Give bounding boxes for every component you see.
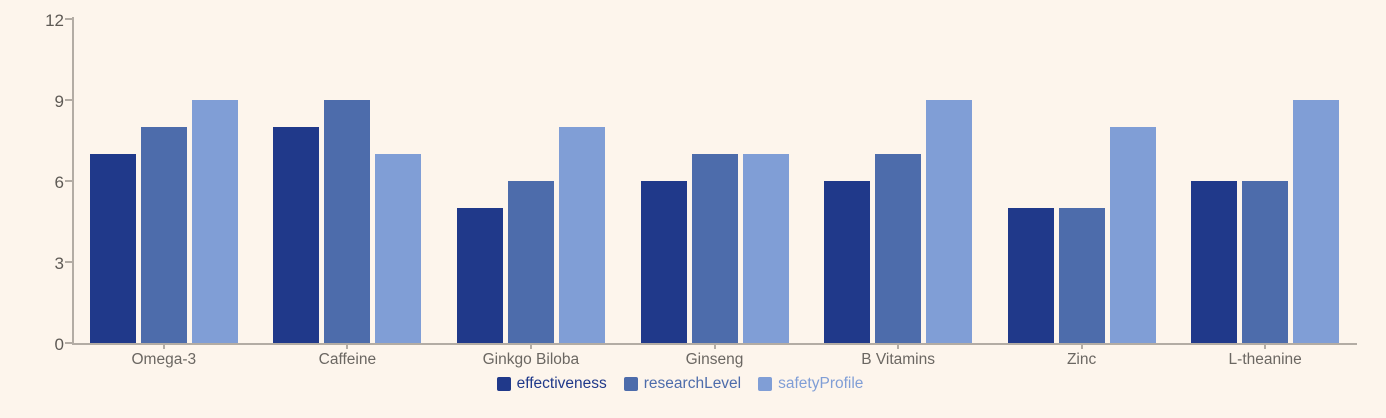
bar-safetyprofile-l-theanine[interactable] bbox=[1293, 100, 1340, 343]
x-axis-label: Zinc bbox=[1066, 351, 1097, 368]
x-axis-tick bbox=[1080, 345, 1083, 349]
x-axis-tick bbox=[713, 345, 716, 349]
y-axis-tick-label: 3 bbox=[54, 254, 64, 273]
bar-researchlevel-ginkgo-biloba[interactable] bbox=[507, 181, 554, 343]
bar-effectiveness-b-vitamins[interactable] bbox=[824, 181, 871, 343]
x-axis-label: L-theanine bbox=[1228, 351, 1302, 368]
bar-effectiveness-caffeine[interactable] bbox=[273, 127, 320, 343]
y-axis-tick-label: 0 bbox=[54, 335, 64, 354]
bar-effectiveness-ginseng[interactable] bbox=[640, 181, 687, 343]
bar-safetyprofile-ginseng[interactable] bbox=[742, 154, 789, 343]
bar-researchlevel-zinc[interactable] bbox=[1058, 208, 1105, 343]
y-axis-line bbox=[72, 17, 74, 345]
legend-item-safetyprofile[interactable]: safetyProfile bbox=[758, 376, 863, 392]
bar-researchlevel-l-theanine[interactable] bbox=[1242, 181, 1289, 343]
bar-effectiveness-zinc[interactable] bbox=[1007, 208, 1054, 343]
y-axis-tick-label: 9 bbox=[54, 92, 64, 111]
y-axis-tick bbox=[65, 342, 72, 344]
bar-researchlevel-b-vitamins[interactable] bbox=[875, 154, 922, 343]
x-axis-tick bbox=[162, 345, 165, 349]
x-axis-label: Omega-3 bbox=[131, 351, 197, 368]
legend-swatch-icon bbox=[496, 376, 511, 391]
legend-label: effectiveness bbox=[516, 375, 607, 392]
bar-safetyprofile-ginkgo-biloba[interactable] bbox=[558, 127, 605, 343]
y-axis-tick bbox=[65, 261, 72, 263]
bar-safetyprofile-omega-3[interactable] bbox=[191, 100, 238, 343]
legend-item-researchlevel[interactable]: researchLevel bbox=[623, 375, 742, 392]
bar-researchlevel-omega-3[interactable] bbox=[140, 127, 187, 343]
bar-researchlevel-ginseng[interactable] bbox=[691, 154, 738, 343]
x-axis-tick bbox=[897, 345, 900, 349]
bar-safetyprofile-zinc[interactable] bbox=[1109, 127, 1156, 343]
legend-swatch-icon bbox=[758, 376, 773, 391]
legend-swatch-icon bbox=[623, 376, 638, 391]
x-axis-label: B Vitamins bbox=[861, 351, 935, 368]
bar-safetyprofile-b-vitamins[interactable] bbox=[926, 100, 973, 343]
x-axis-label: Ginseng bbox=[685, 351, 744, 368]
y-axis-tick-label: 12 bbox=[45, 11, 64, 30]
x-axis-tick bbox=[1264, 345, 1267, 349]
bar-effectiveness-ginkgo-biloba[interactable] bbox=[456, 208, 503, 343]
bar-safetyprofile-caffeine[interactable] bbox=[375, 154, 422, 343]
legend: effectiveness researchLevel safetyProfile bbox=[0, 376, 1360, 392]
bar-effectiveness-omega-3[interactable] bbox=[89, 154, 136, 343]
legend-label: researchLevel bbox=[643, 375, 742, 392]
bar-researchlevel-caffeine[interactable] bbox=[324, 100, 371, 343]
bar-effectiveness-l-theanine[interactable] bbox=[1191, 181, 1238, 343]
x-axis-line bbox=[72, 343, 1357, 345]
legend-label: safetyProfile bbox=[778, 375, 864, 392]
y-axis-tick-label: 6 bbox=[54, 173, 64, 192]
y-axis-tick bbox=[65, 99, 72, 101]
x-axis-tick bbox=[346, 345, 349, 349]
x-axis-label: Caffeine bbox=[318, 351, 377, 368]
x-axis-label: Ginkgo Biloba bbox=[482, 351, 580, 368]
y-axis-tick bbox=[65, 18, 72, 20]
y-axis-tick bbox=[65, 180, 72, 182]
x-axis-tick bbox=[529, 345, 532, 349]
legend-item-effectiveness[interactable]: effectiveness bbox=[496, 375, 607, 392]
